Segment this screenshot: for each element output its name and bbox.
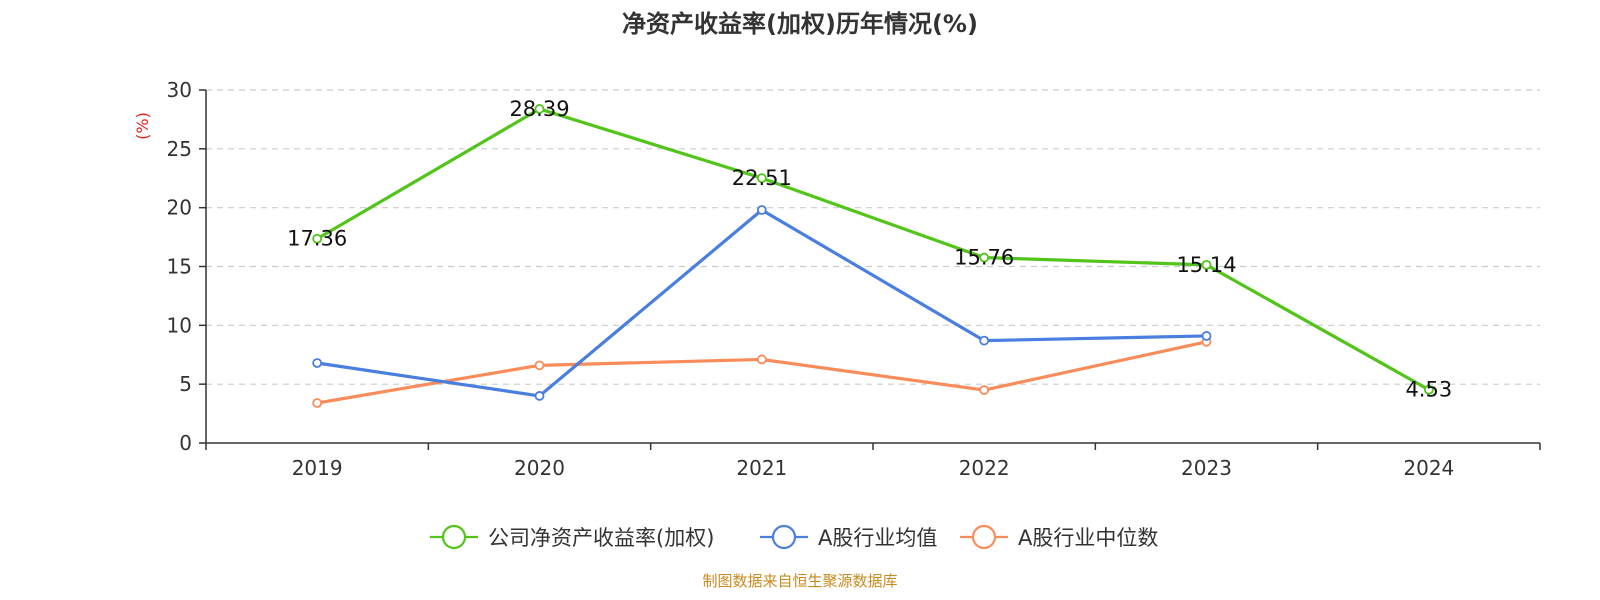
data-point bbox=[534, 391, 545, 401]
y-tick-label: 10 bbox=[167, 313, 192, 337]
data-point bbox=[1423, 384, 1434, 395]
x-tick-label: 2024 bbox=[1403, 456, 1454, 480]
y-tick-label: 0 bbox=[179, 431, 192, 455]
data-point bbox=[534, 360, 545, 371]
data-point bbox=[756, 173, 767, 184]
legend-item[interactable]: A股行业均值 bbox=[760, 524, 937, 550]
data-point bbox=[312, 398, 323, 408]
legend-label: 公司净资产收益率(加权) bbox=[488, 526, 714, 550]
y-tick-label: 5 bbox=[179, 372, 192, 396]
legend-label: A股行业均值 bbox=[818, 526, 937, 550]
data-point bbox=[534, 104, 545, 114]
data-label: 28.39 bbox=[509, 97, 569, 121]
data-point bbox=[1201, 331, 1212, 341]
legend-item[interactable]: A股行业中位数 bbox=[960, 524, 1158, 550]
data-point bbox=[756, 205, 767, 215]
data-point bbox=[979, 335, 990, 346]
legend-marker bbox=[771, 524, 797, 550]
y-tick-label: 30 bbox=[167, 78, 192, 102]
series-2 bbox=[312, 205, 1212, 401]
legend-label: A股行业中位数 bbox=[1018, 526, 1158, 550]
y-tick-label: 15 bbox=[167, 255, 192, 279]
x-tick-label: 2021 bbox=[736, 456, 787, 480]
x-tick-label: 2019 bbox=[292, 456, 343, 480]
data-labels: 17.36 28.39 22.51 15.76 15.14 4.53 bbox=[287, 97, 1452, 402]
series-line bbox=[316, 107, 1430, 392]
legend-item[interactable]: 公司净资产收益率(加权) bbox=[430, 524, 714, 550]
axes: 0 5 10 15 20 25 30 2019 2020 2021 2022 2023 2024 bbox=[167, 78, 1541, 480]
x-tick-label: 2020 bbox=[514, 456, 565, 480]
y-axis-label: (%) bbox=[133, 112, 152, 140]
data-label: 15.14 bbox=[1176, 253, 1236, 277]
x-tick-label: 2022 bbox=[959, 456, 1010, 480]
x-tick-label: 2023 bbox=[1181, 456, 1232, 480]
data-point bbox=[979, 385, 990, 395]
data-point bbox=[979, 252, 990, 263]
legend: 公司净资产收益率(加权) A股行业均值 A股行业中位数 bbox=[430, 524, 1158, 550]
data-point bbox=[312, 358, 323, 368]
data-point bbox=[1201, 259, 1212, 270]
series-line bbox=[316, 208, 1207, 398]
series-layer bbox=[312, 104, 1434, 408]
data-label: 4.53 bbox=[1405, 378, 1452, 402]
data-point bbox=[756, 354, 767, 365]
chart-title: 净资产收益率(加权)历年情况(%) bbox=[622, 10, 978, 38]
legend-marker bbox=[971, 524, 997, 550]
data-label: 22.51 bbox=[732, 166, 792, 190]
series-3 bbox=[312, 336, 1212, 408]
y-tick-label: 20 bbox=[167, 196, 192, 220]
data-label: 17.36 bbox=[287, 227, 347, 251]
y-tick-label: 25 bbox=[167, 137, 192, 161]
data-label: 15.76 bbox=[954, 246, 1014, 270]
grid-lines bbox=[206, 89, 1540, 385]
series-1 bbox=[312, 104, 1434, 395]
data-point bbox=[312, 233, 323, 244]
series-line bbox=[316, 340, 1207, 405]
source-note: 制图数据来自恒生聚源数据库 bbox=[702, 572, 897, 590]
legend-marker bbox=[441, 524, 467, 550]
